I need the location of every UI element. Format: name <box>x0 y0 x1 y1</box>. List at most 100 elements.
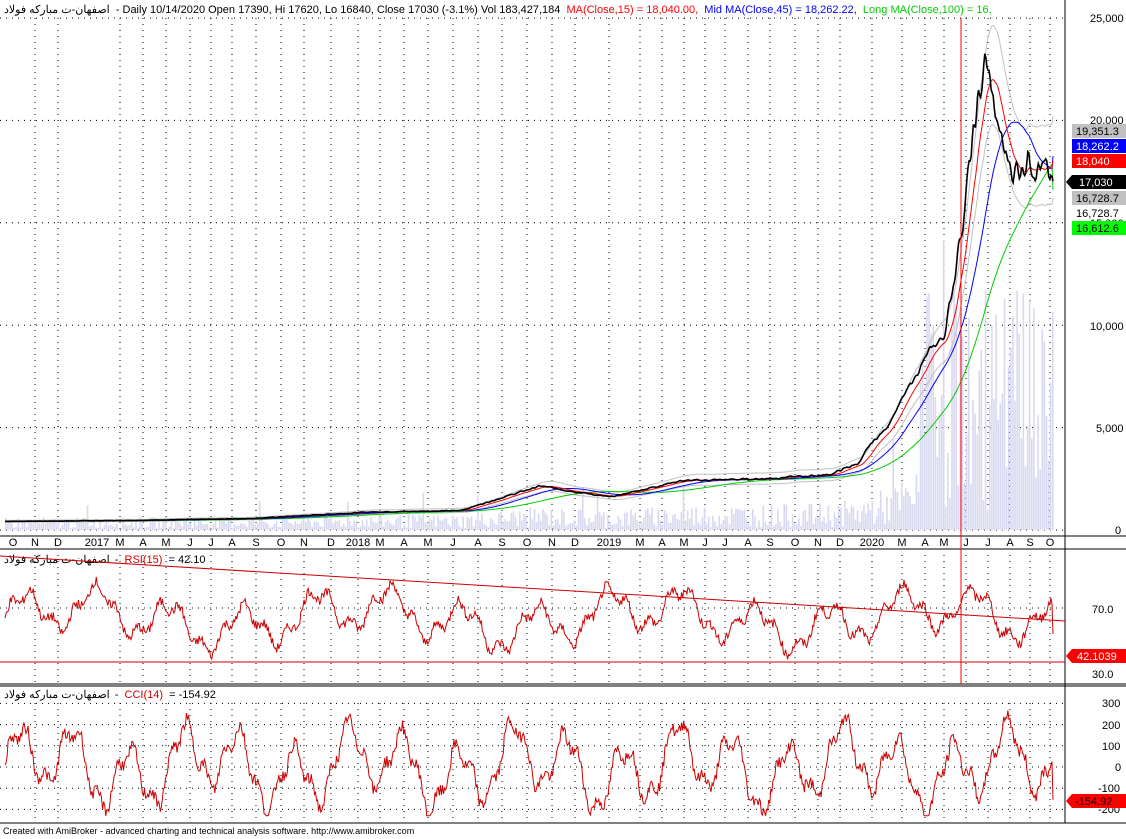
rsi-value: = 42.10 <box>168 554 205 566</box>
volume-bar <box>594 514 597 530</box>
month-label: A <box>400 537 408 549</box>
volume-bar <box>676 518 678 530</box>
volume-bar <box>424 522 427 530</box>
volume-bar <box>160 527 162 530</box>
volume-bar <box>59 527 62 530</box>
volume-bar <box>1035 477 1037 530</box>
volume-bar <box>412 514 414 530</box>
volume-bar <box>120 528 122 530</box>
volume-bar <box>1005 467 1008 530</box>
volume-bar <box>368 526 370 530</box>
volume-bar <box>575 525 578 530</box>
volume-bar <box>437 515 439 530</box>
volume-bar <box>863 505 865 530</box>
volume-bar <box>512 511 515 530</box>
volume-bar <box>804 510 806 530</box>
volume-bar <box>827 505 830 530</box>
volume-bar <box>349 521 351 530</box>
header-info: - Daily 10/14/2020 Open 17390, Hi 17620,… <box>116 4 561 16</box>
volume-bar <box>9 520 11 530</box>
volume-bar <box>812 524 815 530</box>
volume-bar <box>118 528 120 530</box>
volume-bar <box>695 507 697 530</box>
cci-panel: اصفهان-ت مباركه فولاد - CCI(14) = -154.9… <box>0 689 1126 822</box>
volume-bar <box>944 506 947 530</box>
volume-bar <box>1031 438 1033 530</box>
volume-bar <box>865 513 867 530</box>
volume-bar <box>693 525 695 530</box>
volume-bar <box>65 520 68 530</box>
volume-bar <box>665 513 668 530</box>
cci-tick: -100 <box>1098 783 1120 795</box>
volume-bar <box>846 508 848 530</box>
volume-bar <box>848 512 850 530</box>
volume-bar <box>252 518 255 530</box>
volume-bar <box>28 519 30 530</box>
month-label: N <box>300 537 308 549</box>
volume-bar <box>208 527 211 530</box>
volume-bar <box>13 527 15 530</box>
volume-bar <box>621 526 624 530</box>
volume-bar <box>298 524 301 530</box>
volume-bar <box>1041 329 1044 530</box>
volume-bar <box>995 314 997 530</box>
volume-bar <box>953 295 955 530</box>
volume-bar <box>875 516 878 530</box>
volume-bar <box>861 511 863 530</box>
volume-bar <box>277 526 280 530</box>
volume-bar <box>900 481 903 530</box>
volume-bar <box>227 520 229 530</box>
volume-bar <box>523 513 525 530</box>
volume-bar <box>229 518 232 530</box>
volume-bar <box>714 521 716 530</box>
volume-bar <box>267 524 269 530</box>
volume-bar <box>974 413 976 530</box>
volume-bar <box>653 523 655 530</box>
header-line: اصفهان-ت مباركه فولاد - Daily 10/14/2020… <box>4 4 992 16</box>
volume-bar <box>317 522 320 530</box>
volume-bar <box>959 307 962 530</box>
volume-bar <box>999 403 1002 530</box>
price-tick: 0 <box>1115 525 1121 537</box>
volume-bar <box>655 526 657 530</box>
volume-bar <box>758 520 760 530</box>
volume-bar <box>409 527 412 530</box>
volume-bar <box>884 523 886 530</box>
volume-bar <box>219 516 221 530</box>
volume-bar <box>462 516 464 530</box>
volume-bar <box>376 523 378 530</box>
volume-bar <box>281 517 284 530</box>
volume-bar <box>170 519 173 530</box>
volume-bar <box>548 525 550 530</box>
volume-bar <box>724 515 727 530</box>
month-label: D <box>54 537 62 549</box>
volume-bar <box>244 524 246 530</box>
volume-bar <box>579 509 582 530</box>
month-label: M <box>161 537 170 549</box>
volume-bar <box>642 517 645 530</box>
month-label: A <box>228 537 236 549</box>
volume-bar <box>109 525 112 530</box>
volume-bar <box>735 508 737 530</box>
volume-bar <box>456 517 458 530</box>
volume-bar <box>896 492 899 530</box>
volume-bar <box>202 524 204 530</box>
volume-bar <box>649 515 651 530</box>
volume-bar <box>554 520 557 530</box>
volume-bar <box>311 527 313 530</box>
volume-bar <box>342 524 345 530</box>
volume-bar <box>726 516 729 530</box>
rsi-tick-70: 70.0 <box>1092 604 1113 616</box>
volume-bar <box>718 515 720 530</box>
volume-bar <box>286 516 288 530</box>
volume-bar <box>47 519 49 530</box>
band-upper <box>4 24 1054 521</box>
volume-bar <box>101 528 104 530</box>
cci-title: اصفهان-ت مباركه فولاد - CCI(14) = -154.9… <box>4 689 216 701</box>
volume-bar <box>212 523 215 530</box>
volume-bar <box>399 515 401 530</box>
volume-bar <box>892 439 895 530</box>
volume-bar <box>691 508 693 530</box>
volume-bar <box>628 525 630 530</box>
